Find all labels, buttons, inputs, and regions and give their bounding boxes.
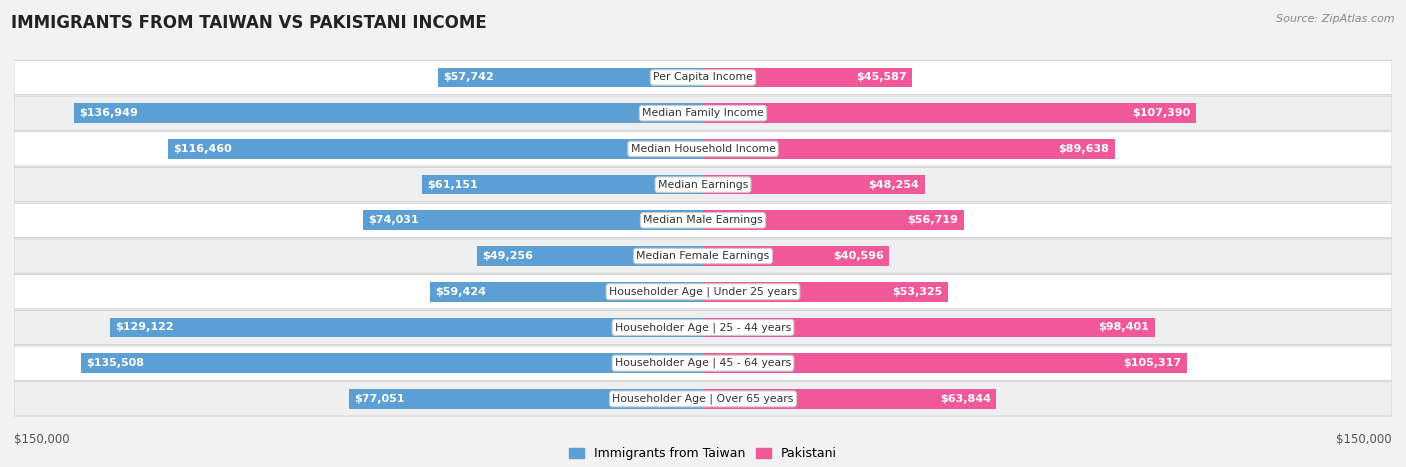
- Text: $135,508: $135,508: [86, 358, 145, 368]
- Text: $136,949: $136,949: [80, 108, 138, 118]
- Text: $89,638: $89,638: [1059, 144, 1109, 154]
- FancyBboxPatch shape: [14, 60, 1392, 95]
- Bar: [477, 246, 703, 266]
- Text: Median Earnings: Median Earnings: [658, 180, 748, 190]
- FancyBboxPatch shape: [14, 382, 1392, 416]
- Text: Median Household Income: Median Household Income: [630, 144, 776, 154]
- Bar: [703, 246, 890, 266]
- Text: $107,390: $107,390: [1132, 108, 1191, 118]
- Text: $150,000: $150,000: [1336, 433, 1392, 446]
- FancyBboxPatch shape: [14, 275, 1392, 309]
- Text: $105,317: $105,317: [1123, 358, 1181, 368]
- Text: $74,031: $74,031: [368, 215, 419, 225]
- Bar: [703, 68, 912, 87]
- Text: Householder Age | 45 - 64 years: Householder Age | 45 - 64 years: [614, 358, 792, 368]
- FancyBboxPatch shape: [14, 132, 1392, 166]
- Bar: [80, 354, 703, 373]
- Text: $48,254: $48,254: [869, 180, 920, 190]
- Text: $57,742: $57,742: [443, 72, 494, 83]
- Text: $45,587: $45,587: [856, 72, 907, 83]
- Text: Householder Age | 25 - 44 years: Householder Age | 25 - 44 years: [614, 322, 792, 333]
- FancyBboxPatch shape: [14, 203, 1392, 237]
- Text: $129,122: $129,122: [115, 322, 174, 333]
- Text: $61,151: $61,151: [427, 180, 478, 190]
- FancyBboxPatch shape: [14, 346, 1392, 380]
- Bar: [703, 282, 948, 302]
- Bar: [703, 389, 997, 409]
- Bar: [703, 354, 1187, 373]
- Bar: [703, 318, 1154, 337]
- Text: Median Family Income: Median Family Income: [643, 108, 763, 118]
- Text: Source: ZipAtlas.com: Source: ZipAtlas.com: [1277, 14, 1395, 24]
- Text: $49,256: $49,256: [482, 251, 533, 261]
- Bar: [349, 389, 703, 409]
- Text: $63,844: $63,844: [939, 394, 991, 404]
- Text: IMMIGRANTS FROM TAIWAN VS PAKISTANI INCOME: IMMIGRANTS FROM TAIWAN VS PAKISTANI INCO…: [11, 14, 486, 32]
- Bar: [437, 68, 703, 87]
- Bar: [703, 139, 1115, 159]
- Legend: Immigrants from Taiwan, Pakistani: Immigrants from Taiwan, Pakistani: [564, 442, 842, 465]
- Bar: [169, 139, 703, 159]
- Text: $98,401: $98,401: [1098, 322, 1150, 333]
- FancyBboxPatch shape: [14, 96, 1392, 130]
- Text: $53,325: $53,325: [893, 287, 942, 297]
- Text: Householder Age | Over 65 years: Householder Age | Over 65 years: [612, 394, 794, 404]
- Text: $77,051: $77,051: [354, 394, 405, 404]
- Text: $59,424: $59,424: [436, 287, 486, 297]
- Bar: [75, 103, 703, 123]
- Bar: [363, 211, 703, 230]
- FancyBboxPatch shape: [14, 168, 1392, 202]
- Text: Per Capita Income: Per Capita Income: [652, 72, 754, 83]
- FancyBboxPatch shape: [14, 239, 1392, 273]
- FancyBboxPatch shape: [14, 310, 1392, 345]
- Text: $56,719: $56,719: [907, 215, 957, 225]
- Bar: [703, 211, 963, 230]
- Bar: [703, 175, 925, 194]
- Text: $116,460: $116,460: [173, 144, 232, 154]
- Text: Median Female Earnings: Median Female Earnings: [637, 251, 769, 261]
- Bar: [110, 318, 703, 337]
- Bar: [422, 175, 703, 194]
- Text: Median Male Earnings: Median Male Earnings: [643, 215, 763, 225]
- Bar: [430, 282, 703, 302]
- Text: Householder Age | Under 25 years: Householder Age | Under 25 years: [609, 286, 797, 297]
- Bar: [703, 103, 1197, 123]
- Text: $150,000: $150,000: [14, 433, 70, 446]
- Text: $40,596: $40,596: [834, 251, 884, 261]
